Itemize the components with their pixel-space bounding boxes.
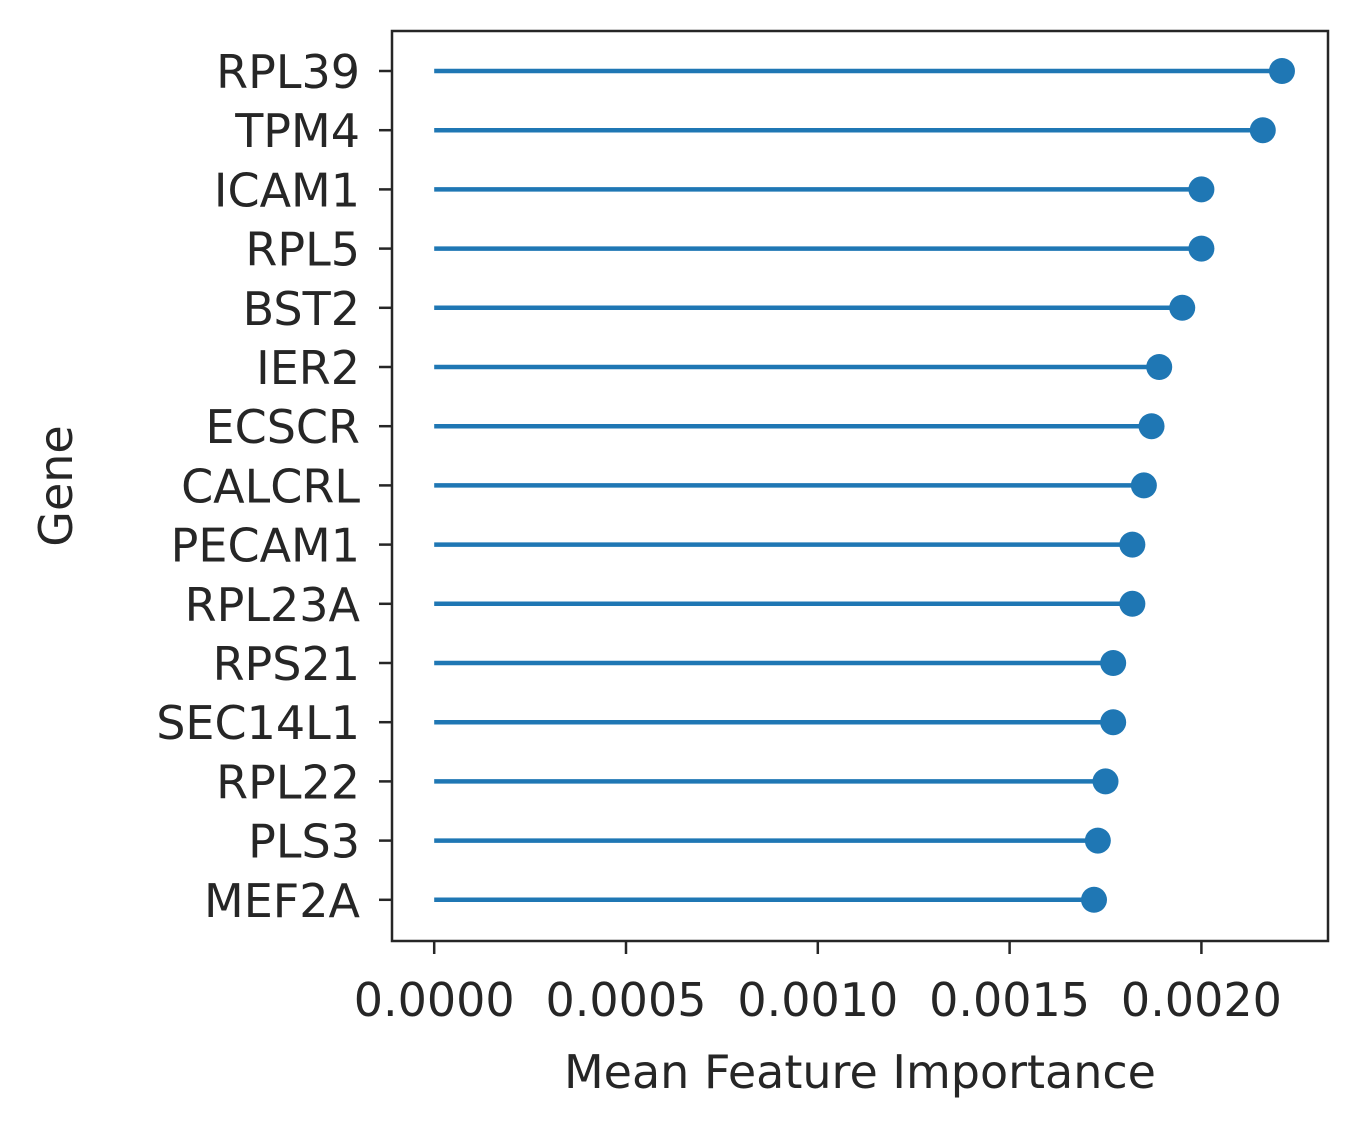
marker-mef2a — [1081, 886, 1107, 913]
marker-ier2 — [1146, 354, 1173, 380]
x-tick-label: 0.0005 — [546, 973, 707, 1027]
y-axis-title: Gene — [29, 425, 83, 546]
marker-rpl39 — [1268, 58, 1295, 84]
marker-rps21 — [1100, 650, 1127, 676]
y-tick-label: RPL5 — [245, 223, 360, 277]
y-tick-label: PECAM1 — [171, 519, 360, 573]
x-tick-label: 0.0020 — [1121, 973, 1282, 1027]
y-tick-label: TPM4 — [234, 104, 360, 158]
y-tick-label: CALCRL — [181, 459, 360, 513]
y-tick-label: IER2 — [256, 341, 360, 395]
y-tick-label: RPS21 — [213, 637, 360, 691]
marker-tpm4 — [1249, 117, 1276, 144]
y-tick-label: RPL39 — [216, 45, 360, 99]
marker-rpl5 — [1188, 235, 1215, 262]
y-tick-label: PLS3 — [248, 815, 360, 869]
stems-group — [434, 68, 1282, 903]
marker-pecam1 — [1119, 531, 1146, 558]
marker-sec14l1 — [1100, 709, 1127, 736]
x-tick-label: 0.0000 — [354, 973, 515, 1027]
marker-rpl23a — [1119, 590, 1146, 617]
marker-rpl22 — [1092, 768, 1119, 795]
x-axis-title: Mean Feature Importance — [564, 1045, 1156, 1099]
y-tick-label: SEC14L1 — [156, 696, 360, 750]
y-tick-label: BST2 — [243, 282, 360, 336]
y-tick-label: ICAM1 — [214, 163, 360, 217]
y-tick-label: RPL22 — [216, 755, 360, 809]
x-tick-label: 0.0010 — [737, 973, 898, 1027]
x-tick-label: 0.0015 — [929, 973, 1090, 1027]
y-tick-label: ECSCR — [206, 400, 360, 454]
marker-calcrl — [1130, 472, 1157, 499]
x-axis: 0.0000 0.0005 0.0010 0.0015 0.0020 — [354, 941, 1282, 1027]
y-tick-label: MEF2A — [204, 874, 360, 928]
marker-icam1 — [1188, 176, 1215, 203]
y-tick-label: RPL23A — [185, 578, 361, 632]
marker-pls3 — [1084, 827, 1111, 854]
marker-bst2 — [1169, 294, 1196, 321]
marker-ecscr — [1138, 413, 1165, 440]
markers-group — [1081, 58, 1295, 913]
